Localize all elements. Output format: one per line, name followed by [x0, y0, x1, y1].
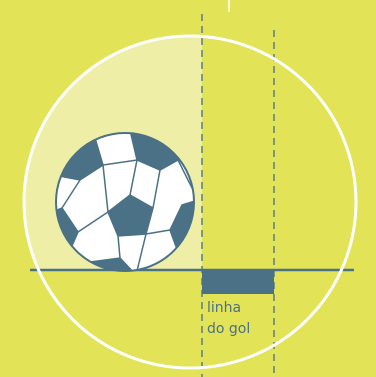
goal-line-label-line1: linha [207, 300, 241, 316]
soccer-ball-icon [55, 132, 195, 272]
goal-line-label-line2: do gol [207, 321, 250, 337]
goal-line-marker [202, 270, 274, 294]
circle-outline [22, 34, 358, 370]
